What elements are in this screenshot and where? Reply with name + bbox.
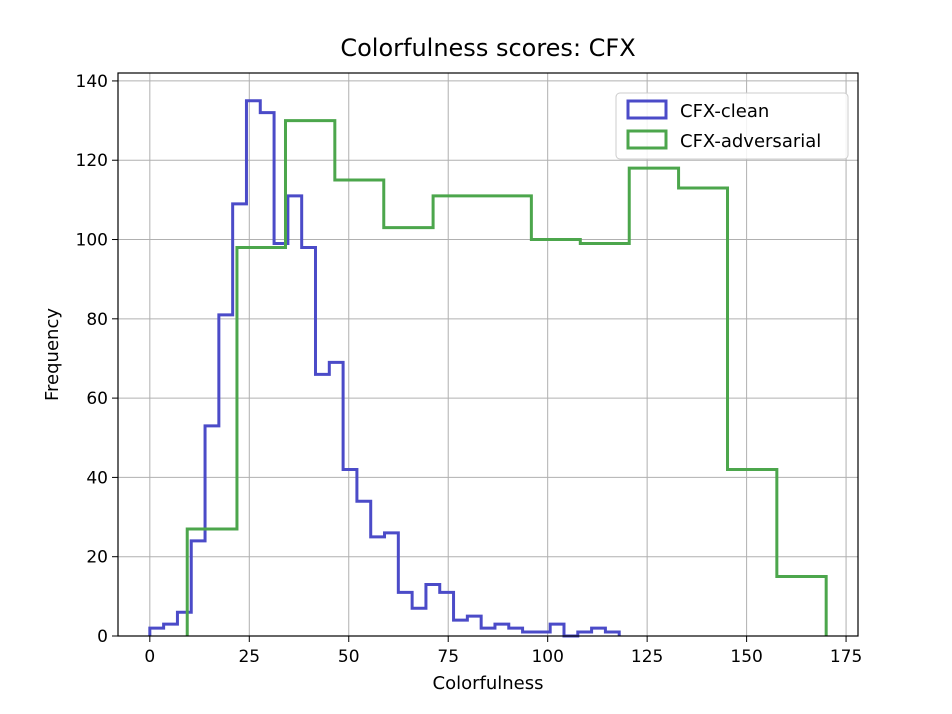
x-tick-label: 75	[437, 647, 459, 667]
series-step-1	[185, 119, 828, 636]
ticks: 0 25 50 75 100 125 150 175 0 20 40 60 80 100 120 140	[76, 72, 863, 667]
y-tick-label: 120	[76, 151, 108, 171]
plot-frame	[117, 72, 859, 637]
x-tick-label: 150	[730, 647, 762, 667]
series-layer	[148, 99, 828, 638]
y-tick-label: 140	[76, 72, 108, 92]
legend: CFX-clean CFX-adversarial	[615, 92, 849, 160]
x-tick-label: 25	[238, 647, 260, 667]
x-tick-label: 50	[338, 647, 360, 667]
chart-title: Colorfulness scores: CFX	[340, 34, 635, 62]
legend-swatch	[626, 129, 668, 150]
x-tick-label: 125	[631, 647, 663, 667]
x-axis-label: Colorfulness	[433, 673, 544, 694]
y-tick-label: 40	[86, 468, 108, 488]
legend-label: CFX-adversarial	[680, 131, 821, 152]
x-tick-label: 100	[531, 647, 563, 667]
y-tick-label: 20	[86, 548, 108, 568]
legend-swatch	[626, 99, 668, 120]
y-tick-label: 80	[86, 310, 108, 330]
y-tick-label: 100	[76, 231, 108, 251]
y-tick-label: 60	[86, 389, 108, 409]
series-step-0	[148, 99, 621, 638]
x-tick-label: 0	[144, 647, 155, 667]
y-tick-label: 0	[97, 627, 108, 647]
legend-label: CFX-clean	[680, 101, 769, 122]
y-axis-label: Frequency	[42, 308, 63, 401]
legend-box	[615, 92, 849, 160]
x-tick-label: 175	[830, 647, 862, 667]
